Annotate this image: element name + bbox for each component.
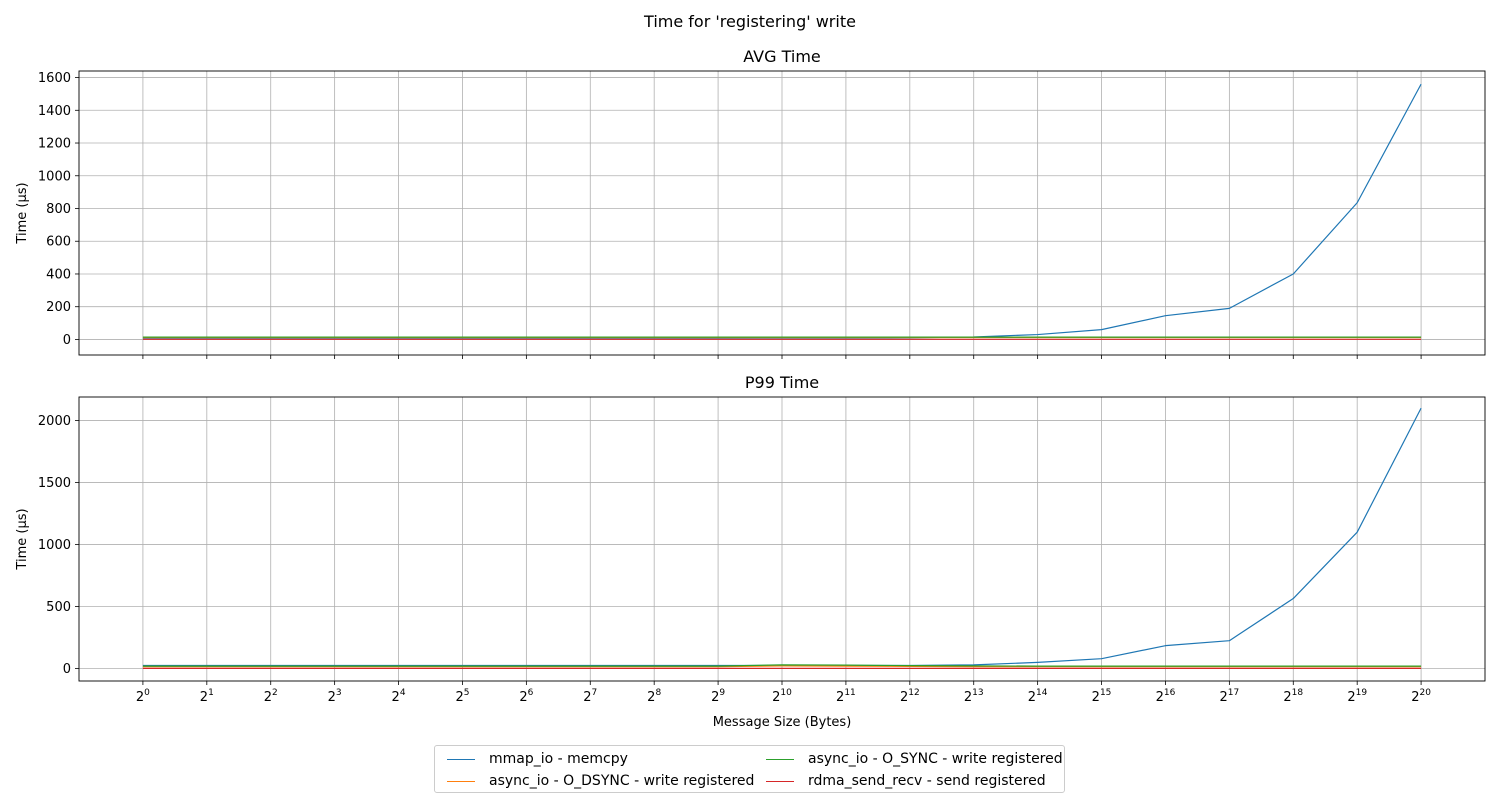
- legend-item-osync: async_io - O_SYNC - write registered: [766, 749, 1063, 769]
- y-tick-label: 0: [63, 333, 71, 348]
- x-tick-label: 29: [711, 688, 725, 705]
- y-tick-label: 1200: [38, 137, 71, 152]
- x-tick-label: 27: [583, 688, 597, 705]
- x-tick-label: 213: [964, 688, 984, 705]
- y-tick-label: 1600: [38, 71, 71, 86]
- y-tick-label: 2000: [38, 414, 71, 429]
- x-tick-label: 23: [328, 688, 342, 705]
- x-tick-label: 211: [836, 688, 856, 705]
- x-tick-label: 219: [1347, 688, 1367, 705]
- legend-item-mmap: mmap_io - memcpy: [447, 749, 628, 769]
- x-tick-label: 215: [1092, 688, 1112, 705]
- plot-frame: [78, 396, 1486, 682]
- y-tick-label: 1400: [38, 104, 71, 119]
- legend-line-rdma: [766, 780, 794, 782]
- series-line-osync: [142, 664, 1422, 667]
- y-tick-label: 500: [46, 600, 71, 615]
- x-tick-label: 216: [1156, 688, 1176, 705]
- figure-title: Time for 'registering' write: [644, 12, 856, 31]
- y-tick-label: 400: [46, 267, 71, 282]
- y-tick-label: 200: [46, 300, 71, 315]
- x-tick-label: 24: [392, 688, 406, 705]
- y-tick-label: 800: [46, 202, 71, 217]
- legend-item-rdma: rdma_send_recv - send registered: [766, 771, 1046, 791]
- plot-panel-1: 0 200 400 600 800 1000 1200 1400 1600 AVG Time Tim…: [15, 47, 1486, 359]
- x-tick-label: 28: [647, 688, 661, 705]
- y-tick-label: 1500: [38, 476, 71, 491]
- x-tick-label: 214: [1028, 688, 1048, 705]
- x-tick-label: 25: [455, 688, 469, 705]
- y-tick-label: 600: [46, 235, 71, 250]
- y-axis-label: Time (µs): [15, 508, 30, 570]
- x-tick-label: 217: [1219, 688, 1239, 705]
- y-tick-label: 1000: [38, 538, 71, 553]
- x-tick-label: 212: [900, 688, 920, 705]
- y-axis-label: Time (µs): [15, 182, 30, 244]
- x-tick-label: 20: [136, 688, 150, 705]
- legend: mmap_io - memcpy async_io - O_DSYNC - wr…: [434, 745, 1065, 793]
- legend-line-mmap: [447, 758, 475, 760]
- x-axis-label: Message Size (Bytes): [713, 715, 852, 730]
- x-tick-label: 210: [772, 688, 792, 705]
- legend-label-dsync: async_io - O_DSYNC - write registered: [489, 773, 755, 789]
- y-tick-label: 1000: [38, 169, 71, 184]
- legend-item-dsync: async_io - O_DSYNC - write registered: [447, 771, 754, 791]
- legend-label-osync: async_io - O_SYNC - write registered: [808, 751, 1063, 767]
- panel-title: P99 Time: [745, 373, 819, 392]
- legend-label-mmap: mmap_io - memcpy: [489, 751, 628, 767]
- x-tick-label: 220: [1411, 688, 1431, 705]
- plot-panel-2: 20 21 22 23 24 25 26 27 28 29 210 211 212 213 214 215 21…: [15, 373, 1486, 730]
- plot-frame: [78, 70, 1486, 356]
- legend-line-dsync: [447, 780, 475, 782]
- x-tick-label: 22: [264, 688, 278, 705]
- panel-title: AVG Time: [743, 47, 821, 66]
- legend-line-osync: [766, 758, 794, 760]
- x-tick-label: 21: [200, 688, 214, 705]
- x-tick-label: 26: [519, 688, 533, 705]
- x-tick-label: 218: [1283, 688, 1303, 705]
- legend-label-rdma: rdma_send_recv - send registered: [808, 773, 1046, 789]
- y-tick-label: 0: [63, 662, 71, 677]
